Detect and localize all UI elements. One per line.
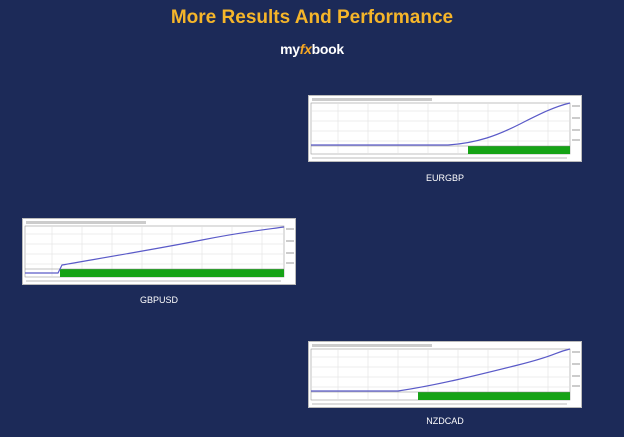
logo-part: fx [299, 41, 312, 57]
chart-image [308, 95, 582, 162]
chart-image [308, 341, 582, 408]
logo-part: book [311, 41, 345, 57]
panel-label: EURGBP [425, 173, 464, 183]
panel-label: NZDCAD [426, 416, 464, 426]
logo-part: my [280, 41, 300, 57]
panel-label: GBPUSD [139, 295, 178, 305]
chart-image [22, 218, 296, 285]
page-title: More Results And Performance [170, 7, 454, 28]
logo: myfxbook [0, 41, 624, 57]
